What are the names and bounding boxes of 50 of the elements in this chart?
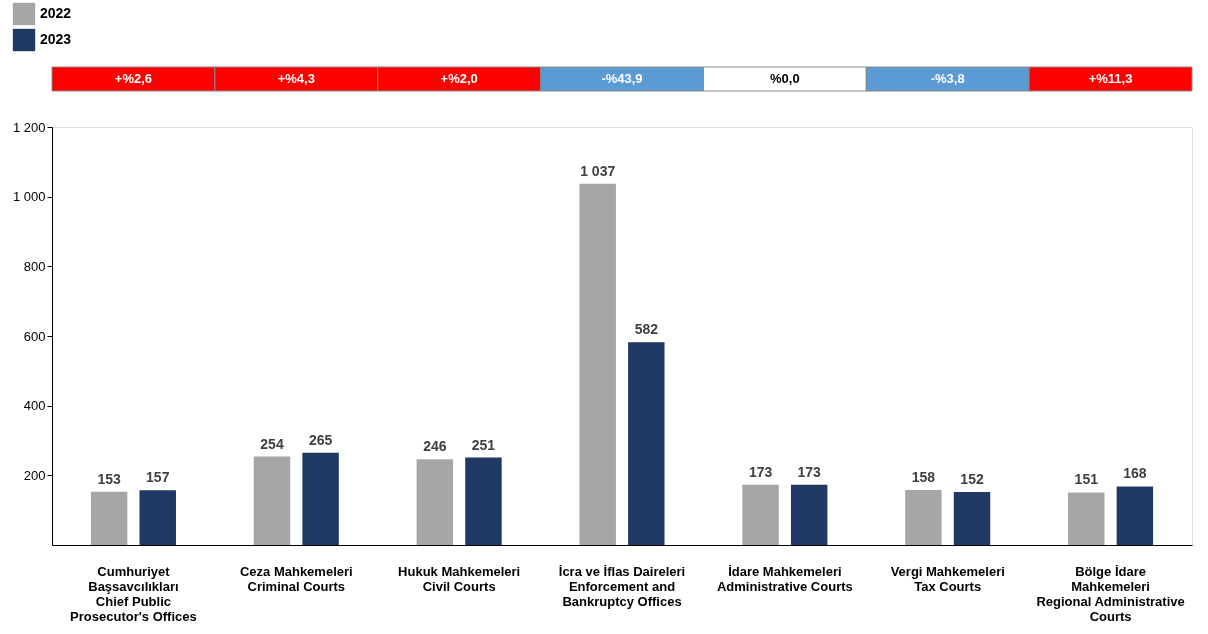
- bar: [253, 456, 291, 545]
- data-label: 168: [1123, 465, 1147, 482]
- bar: [742, 484, 779, 545]
- x-tick-label: Bölge İdare Mahkemeleri Regional Administrative Courts: [1036, 563, 1185, 624]
- bar: [302, 452, 339, 545]
- data-label: 265: [308, 431, 333, 448]
- y-tick-label: 200: [23, 467, 46, 483]
- bar: [1116, 486, 1154, 545]
- x-tick-label: Cumhuriyet Başsavcılıkları Chief Public Prosecutor's Offices: [70, 563, 197, 624]
- data-label: 151: [1074, 471, 1099, 488]
- bar: [905, 489, 942, 545]
- bar: [90, 491, 128, 545]
- data-label: 157: [146, 469, 170, 486]
- bar: [790, 484, 828, 545]
- bar: [628, 342, 665, 545]
- data-label: 251: [471, 436, 496, 453]
- x-tick-label: Ceza Mahkemeleri Criminal Courts: [239, 563, 353, 594]
- bar: [416, 459, 454, 545]
- y-tick-label: 1 000: [12, 189, 46, 205]
- x-tick-label: Vergi Mahkemeleri Tax Courts: [890, 563, 1005, 594]
- data-label: 582: [634, 321, 659, 338]
- y-tick-label: 600: [23, 328, 46, 344]
- x-tick-label: İcra ve İflas Daireleri Enforcement and Bankruptcy Offices: [558, 563, 686, 609]
- data-label: 173: [797, 463, 822, 480]
- data-label: 254: [260, 435, 284, 452]
- text: -%3,8: [930, 71, 965, 86]
- x-tick-label: Hukuk Mahkemeleri Civil Courts: [398, 563, 521, 594]
- text: +%2,0: [440, 71, 478, 86]
- data-label: 1 037: [580, 162, 616, 179]
- legend-label: 2022: [40, 5, 72, 21]
- bar: [1068, 492, 1105, 545]
- text: +%2,6: [114, 71, 153, 86]
- data-label: 158: [911, 468, 936, 485]
- text: +%11,3: [1088, 71, 1133, 86]
- bar: [579, 183, 616, 545]
- bar: [139, 490, 176, 545]
- bar: [953, 492, 991, 545]
- data-label: 246: [423, 438, 447, 455]
- legend-label: 2023: [40, 31, 72, 47]
- y-tick-label: 800: [23, 258, 46, 274]
- text: %0,0: [770, 71, 800, 86]
- text: +%4,3: [277, 71, 315, 86]
- data-label: 152: [960, 471, 984, 488]
- bar: [465, 457, 502, 545]
- text: -%43,9: [601, 71, 643, 86]
- data-label: 153: [97, 470, 122, 487]
- data-label: 173: [748, 463, 773, 480]
- y-tick-label: 1 200: [12, 119, 46, 135]
- y-tick-label: 400: [23, 398, 46, 414]
- x-tick-label: İdare Mahkemeleri Administrative Courts: [716, 563, 853, 594]
